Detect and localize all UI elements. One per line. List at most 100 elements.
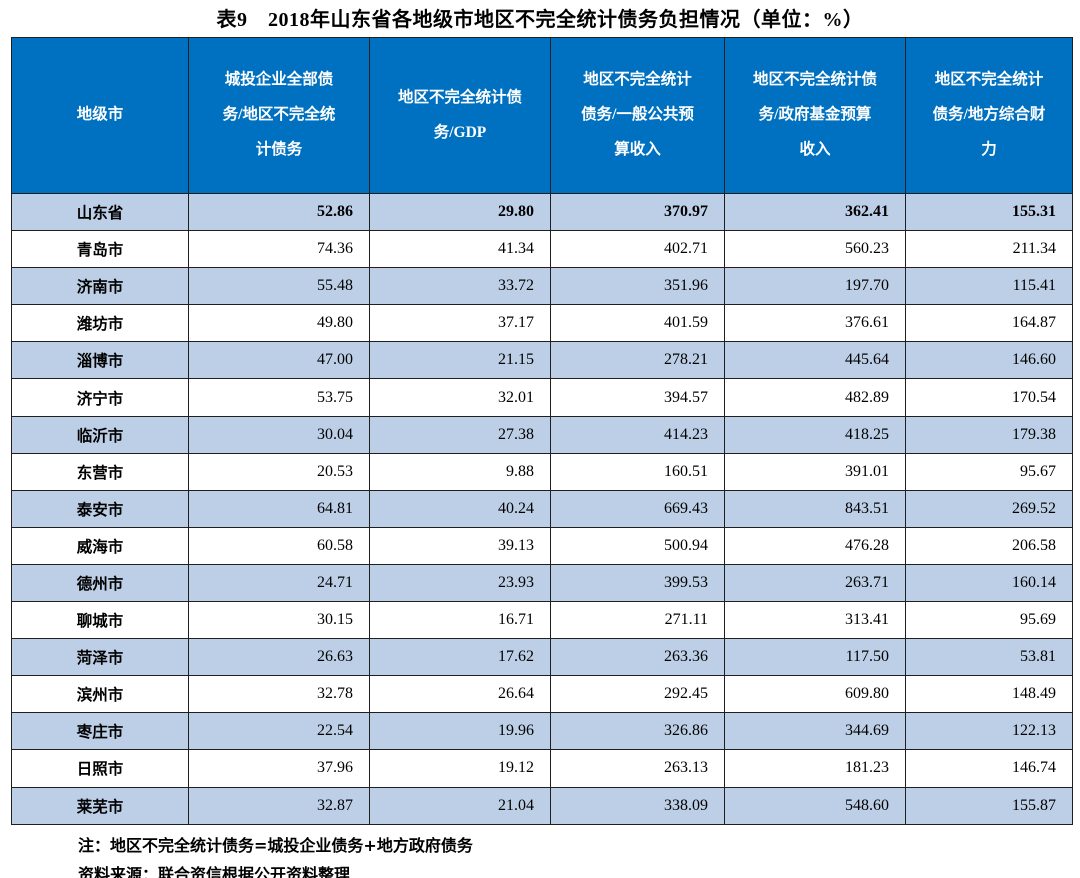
- value-cell: 155.31: [905, 192, 1073, 232]
- value-cell: 362.41: [724, 192, 906, 232]
- value-cell: 20.53: [188, 452, 370, 491]
- value-cell: 351.96: [550, 267, 725, 306]
- value-cell: 21.04: [369, 786, 551, 825]
- value-cell: 843.51: [724, 489, 906, 528]
- city-cell: 滨州市: [11, 675, 189, 714]
- value-cell: 74.36: [188, 230, 370, 269]
- value-cell: 60.58: [188, 526, 370, 565]
- value-cell: 271.11: [550, 601, 725, 640]
- value-cell: 160.51: [550, 452, 725, 491]
- city-cell: 临沂市: [11, 415, 189, 454]
- value-cell: 401.59: [550, 304, 725, 343]
- value-cell: 53.75: [188, 378, 370, 417]
- value-cell: 170.54: [905, 378, 1073, 417]
- value-cell: 414.23: [550, 415, 725, 454]
- value-cell: 391.01: [724, 452, 906, 491]
- city-cell: 泰安市: [11, 489, 189, 528]
- table-row: 莱芜市 32.87 21.04 338.09 548.60 155.87: [11, 786, 1073, 825]
- value-cell: 22.54: [188, 712, 370, 751]
- value-cell: 146.60: [905, 341, 1073, 380]
- value-cell: 609.80: [724, 675, 906, 714]
- value-cell: 39.13: [369, 526, 551, 565]
- value-cell: 53.81: [905, 638, 1073, 677]
- value-cell: 33.72: [369, 267, 551, 306]
- table-row: 潍坊市 49.80 37.17 401.59 376.61 164.87: [11, 304, 1073, 343]
- value-cell: 669.43: [550, 489, 725, 528]
- header-cell-debt-gdp: 地区不完全统计债务/GDP: [369, 37, 551, 194]
- debt-burden-table: 地级市 城投企业全部债务/地区不完全统计债务 地区不完全统计债务/GDP 地区不…: [11, 37, 1073, 825]
- city-cell: 菏泽市: [11, 638, 189, 677]
- value-cell: 160.14: [905, 563, 1073, 603]
- value-cell: 27.38: [369, 415, 551, 454]
- city-cell: 日照市: [11, 749, 189, 788]
- value-cell: 17.62: [369, 638, 551, 677]
- value-cell: 49.80: [188, 304, 370, 343]
- city-cell: 济南市: [11, 267, 189, 306]
- city-cell: 威海市: [11, 526, 189, 565]
- value-cell: 30.04: [188, 415, 370, 454]
- value-cell: 211.34: [905, 230, 1073, 269]
- value-cell: 500.94: [550, 526, 725, 565]
- value-cell: 24.71: [188, 563, 370, 603]
- table-row: 泰安市 64.81 40.24 669.43 843.51 269.52: [11, 489, 1073, 528]
- value-cell: 181.23: [724, 749, 906, 788]
- value-cell: 476.28: [724, 526, 906, 565]
- value-cell: 16.71: [369, 601, 551, 640]
- value-cell: 115.41: [905, 267, 1073, 306]
- value-cell: 37.96: [188, 749, 370, 788]
- city-cell: 济宁市: [11, 378, 189, 417]
- value-cell: 197.70: [724, 267, 906, 306]
- value-cell: 445.64: [724, 341, 906, 380]
- table-row: 淄博市 47.00 21.15 278.21 445.64 146.60: [11, 341, 1073, 380]
- footnote-definition: 注：地区不完全统计债务=城投企业债务+地方政府债务: [78, 835, 473, 855]
- city-cell: 枣庄市: [11, 712, 189, 751]
- value-cell: 95.67: [905, 452, 1073, 491]
- value-cell: 146.74: [905, 749, 1073, 788]
- table-row: 东营市 20.53 9.88 160.51 391.01 95.67: [11, 452, 1073, 491]
- table-row: 菏泽市 26.63 17.62 263.36 117.50 53.81: [11, 638, 1073, 677]
- table-body: 山东省 52.86 29.80 370.97 362.41 155.31 青岛市 74.36 4…: [11, 192, 1073, 825]
- header-cell-city: 地级市: [11, 37, 189, 194]
- value-cell: 40.24: [369, 489, 551, 528]
- value-cell: 26.64: [369, 675, 551, 714]
- footnote-source: 资料来源：联合资信根据公开资料整理: [78, 865, 351, 878]
- value-cell: 376.61: [724, 304, 906, 343]
- value-cell: 37.17: [369, 304, 551, 343]
- table-row: 临沂市 30.04 27.38 414.23 418.25 179.38: [11, 415, 1073, 454]
- city-cell: 山东省: [11, 192, 189, 232]
- city-cell: 德州市: [11, 563, 189, 603]
- table-row: 聊城市 30.15 16.71 271.11 313.41 95.69: [11, 601, 1073, 640]
- value-cell: 41.34: [369, 230, 551, 269]
- value-cell: 148.49: [905, 675, 1073, 714]
- header-cell-debt-fund: 地区不完全统计债务/政府基金预算收入: [724, 37, 906, 194]
- value-cell: 32.01: [369, 378, 551, 417]
- value-cell: 26.63: [188, 638, 370, 677]
- city-cell: 东营市: [11, 452, 189, 491]
- value-cell: 399.53: [550, 563, 725, 603]
- value-cell: 30.15: [188, 601, 370, 640]
- value-cell: 344.69: [724, 712, 906, 751]
- table-row: 滨州市 32.78 26.64 292.45 609.80 148.49: [11, 675, 1073, 714]
- value-cell: 482.89: [724, 378, 906, 417]
- value-cell: 402.71: [550, 230, 725, 269]
- city-cell: 青岛市: [11, 230, 189, 269]
- value-cell: 164.87: [905, 304, 1073, 343]
- value-cell: 179.38: [905, 415, 1073, 454]
- value-cell: 23.93: [369, 563, 551, 603]
- value-cell: 394.57: [550, 378, 725, 417]
- value-cell: 32.78: [188, 675, 370, 714]
- value-cell: 52.86: [188, 192, 370, 232]
- value-cell: 9.88: [369, 452, 551, 491]
- value-cell: 278.21: [550, 341, 725, 380]
- value-cell: 418.25: [724, 415, 906, 454]
- table-row: 枣庄市 22.54 19.96 326.86 344.69 122.13: [11, 712, 1073, 751]
- footnotes: 注：地区不完全统计债务=城投企业债务+地方政府债务 资料来源：联合资信根据公开资…: [0, 825, 1080, 878]
- city-cell: 淄博市: [11, 341, 189, 380]
- header-row: 地级市 城投企业全部债务/地区不完全统计债务 地区不完全统计债务/GDP 地区不…: [11, 37, 1073, 194]
- value-cell: 117.50: [724, 638, 906, 677]
- value-cell: 326.86: [550, 712, 725, 751]
- table-row: 山东省 52.86 29.80 370.97 362.41 155.31: [11, 192, 1073, 232]
- value-cell: 55.48: [188, 267, 370, 306]
- value-cell: 155.87: [905, 786, 1073, 825]
